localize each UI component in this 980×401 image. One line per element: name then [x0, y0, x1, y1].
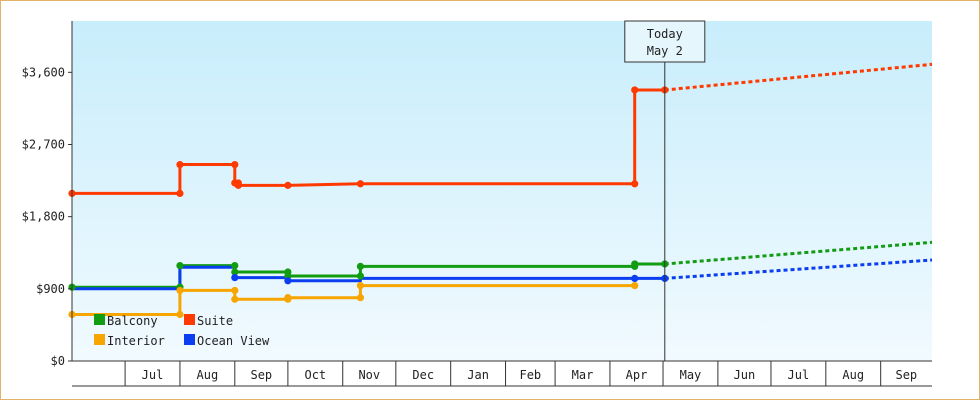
data-point-interior: [631, 282, 639, 290]
data-point-balcony: [231, 261, 239, 270]
data-point-interior: [231, 286, 239, 295]
axes: $0 $900 $1,800 $2,700 $3,600 Jul Aug Sep Oct Nov D…: [22, 21, 932, 387]
y-tick-label: $3,600: [22, 65, 65, 79]
x-tick-label: Oct: [304, 368, 326, 382]
legend-swatch-ocean-view: [184, 334, 195, 345]
plot-area: [72, 21, 932, 361]
series-projection-balcony: [664, 240, 933, 266]
data-point-interior: [231, 295, 239, 303]
data-point-suite: [231, 160, 239, 169]
x-tick-label: Aug: [197, 368, 219, 382]
series-line-interior: [72, 284, 635, 316]
x-tick-label: Jul: [788, 368, 810, 382]
data-point-suite: [631, 180, 639, 188]
today-marker: Today May 2: [624, 20, 706, 361]
legend: Balcony Suite Interior Ocean View: [94, 314, 270, 348]
x-tick-label: Jun: [734, 368, 756, 382]
y-tick-label: $2,700: [22, 137, 65, 151]
data-point-suite: [234, 181, 242, 189]
data-point-suite: [284, 181, 292, 189]
series-projection-ocean-view: [664, 258, 933, 280]
x-tick-label: Mar: [572, 368, 594, 382]
data-point-interior: [176, 286, 184, 295]
x-tick-label: Dec: [412, 368, 434, 382]
data-point-balcony: [231, 268, 239, 276]
data-point-suite: [176, 160, 184, 169]
x-tick-label: Feb: [519, 368, 541, 382]
legend-label-ocean-view: Ocean View: [197, 334, 270, 348]
data-point-balcony: [356, 262, 365, 270]
x-tick-label: May: [680, 368, 702, 382]
data-point-suite: [631, 86, 639, 94]
data-point-suite: [176, 189, 184, 198]
data-point-interior: [356, 294, 365, 302]
x-tick-label: Sep: [895, 368, 917, 382]
x-tick-label: Jan: [467, 368, 489, 382]
series-layer: [68, 62, 933, 319]
y-tick-label: $1,800: [22, 210, 65, 224]
x-tick-label: Aug: [842, 368, 864, 382]
data-point-balcony: [356, 272, 365, 280]
legend-swatch-interior: [94, 334, 105, 345]
data-point-balcony: [176, 261, 184, 270]
today-box: [624, 20, 706, 63]
today-date-label: May 2: [647, 44, 683, 58]
data-point-ocean-view: [284, 277, 292, 285]
y-tick-label: $900: [36, 282, 65, 296]
today-label: Today: [647, 27, 683, 41]
x-tick-label: Apr: [626, 368, 648, 382]
x-tick-label: Sep: [250, 368, 272, 382]
data-point-ocean-view: [631, 274, 639, 283]
x-tick-label: Jul: [142, 368, 164, 382]
legend-label-interior: Interior: [107, 334, 165, 348]
legend-label-balcony: Balcony: [107, 314, 158, 328]
y-tick-label: $0: [51, 354, 65, 368]
legend-swatch-balcony: [94, 314, 105, 325]
data-point-interior: [176, 310, 184, 319]
data-point-interior: [284, 294, 292, 302]
data-point-balcony: [631, 260, 639, 268]
data-point-suite: [356, 180, 365, 188]
legend-swatch-suite: [184, 314, 195, 325]
data-point-ocean-view: [231, 274, 239, 282]
data-point-interior: [356, 282, 365, 290]
legend-label-suite: Suite: [197, 314, 233, 328]
series-projection-suite: [664, 62, 933, 92]
x-tick-label: Nov: [358, 368, 380, 382]
